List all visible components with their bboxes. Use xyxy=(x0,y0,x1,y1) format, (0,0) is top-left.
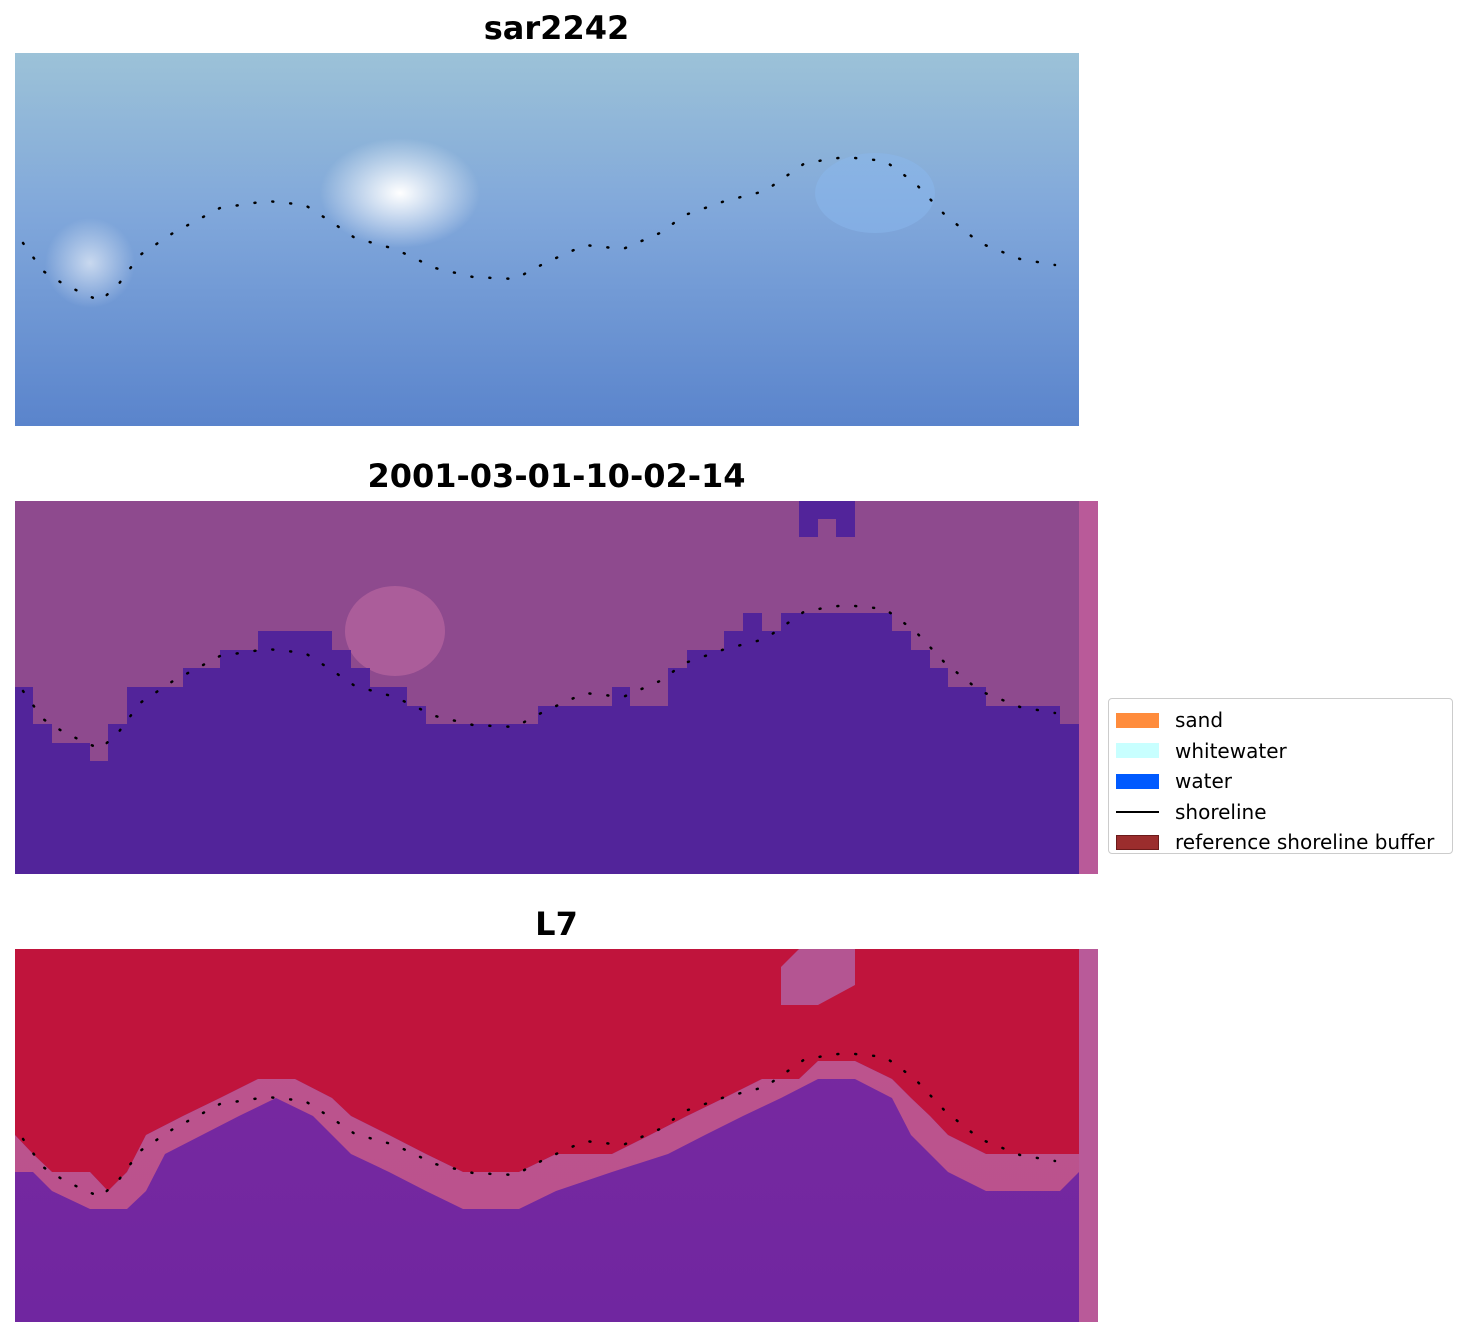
image-panel-l7 xyxy=(15,949,1098,1322)
water-region xyxy=(15,613,1079,874)
legend-swatch-whitewater xyxy=(1116,743,1159,759)
land-region xyxy=(15,949,1079,1191)
legend-label: reference shoreline buffer xyxy=(1175,830,1435,855)
panel-title-classification: 2001-03-01-10-02-14 xyxy=(367,457,746,495)
l7-image xyxy=(15,949,1098,1322)
legend-item-reference-buffer: reference shoreline buffer xyxy=(1116,827,1452,858)
legend-item-water: water xyxy=(1116,766,1452,797)
legend-label: water xyxy=(1175,769,1232,794)
legend-label: shoreline xyxy=(1175,799,1267,824)
legend: sand whitewater water shoreline referenc… xyxy=(1108,698,1453,854)
legend-label: whitewater xyxy=(1175,738,1287,763)
sar-image xyxy=(15,53,1079,426)
legend-item-whitewater: whitewater xyxy=(1116,736,1452,767)
panel-title-sar: sar2242 xyxy=(483,9,630,47)
legend-swatch-reference-buffer xyxy=(1116,834,1159,850)
panel-title-l7: L7 xyxy=(535,905,578,943)
legend-swatch-sand xyxy=(1116,712,1159,728)
legend-swatch-water xyxy=(1116,773,1159,789)
legend-label: sand xyxy=(1175,708,1224,733)
legend-swatch-shoreline xyxy=(1116,810,1159,813)
image-panel-classification xyxy=(15,501,1098,874)
highlight-top xyxy=(781,949,855,1005)
transition-band xyxy=(15,1061,1079,1209)
classification-image xyxy=(15,501,1098,874)
image-panel-sar xyxy=(15,53,1098,426)
legend-item-sand: sand xyxy=(1116,705,1452,736)
legend-item-shoreline: shoreline xyxy=(1116,797,1452,828)
